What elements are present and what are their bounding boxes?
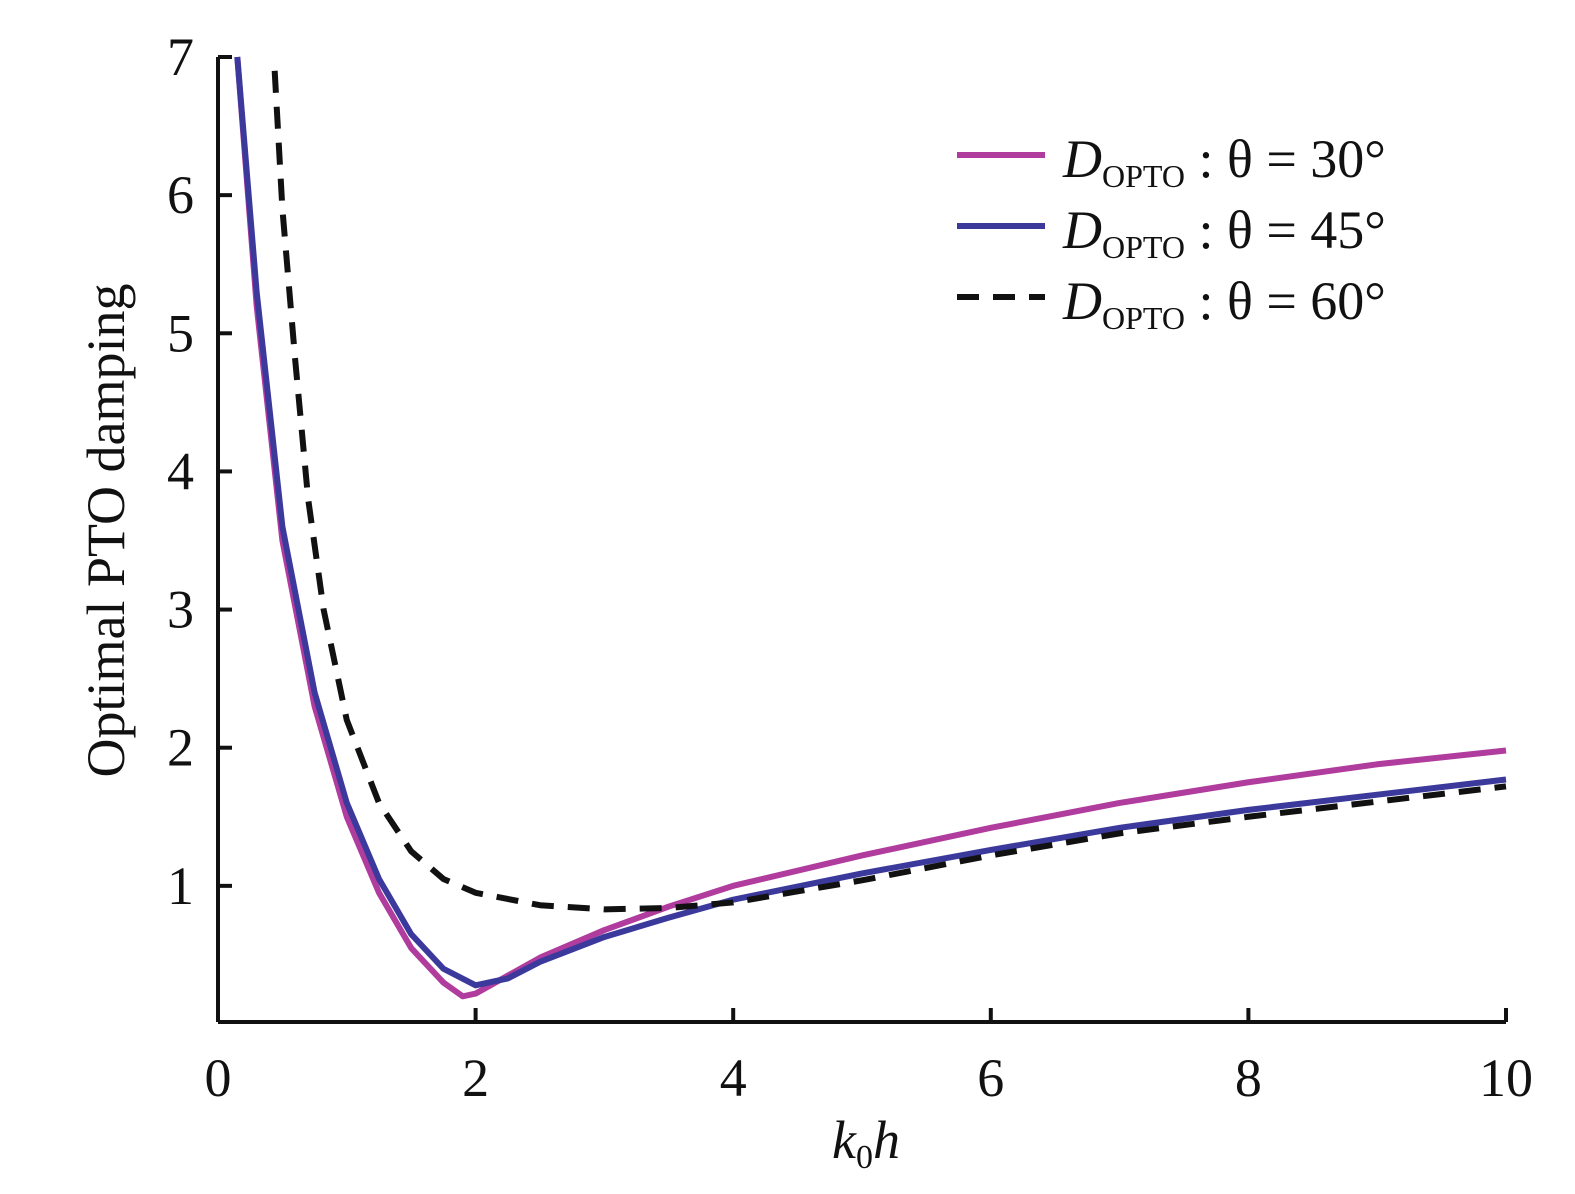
y-tick-label: 3 xyxy=(167,580,194,640)
x-axis-label: k0h xyxy=(832,1110,900,1176)
legend-part: D xyxy=(1062,129,1102,189)
x-tick-label: 10 xyxy=(1479,1048,1533,1108)
x-label-part: 0 xyxy=(856,1139,873,1176)
y-tick-label: 4 xyxy=(167,441,194,501)
x-tick-label: 4 xyxy=(720,1048,747,1108)
x-tick-label: 0 xyxy=(205,1048,232,1108)
x-label-part: h xyxy=(873,1110,900,1170)
y-tick-label: 2 xyxy=(167,718,194,778)
x-tick-label: 2 xyxy=(462,1048,489,1108)
y-tick-label: 1 xyxy=(167,856,194,916)
legend-part: OPTO xyxy=(1102,300,1185,336)
y-tick-label: 5 xyxy=(167,303,194,363)
legend-label: DOPTO : θ = 45° xyxy=(1062,200,1386,265)
x-tick-label: 8 xyxy=(1235,1048,1262,1108)
line xyxy=(234,56,1507,1000)
legend-part: OPTO xyxy=(1102,229,1185,265)
y-tick-label: 7 xyxy=(167,27,194,87)
plot-area xyxy=(234,56,1507,1000)
line xyxy=(234,56,1507,989)
legend-part: D xyxy=(1062,200,1102,260)
x-label-part: k xyxy=(832,1110,857,1170)
line xyxy=(271,70,1507,913)
x-tick-label: 6 xyxy=(977,1048,1004,1108)
legend-part: : θ = 60° xyxy=(1185,271,1386,331)
legend-part: : θ = 45° xyxy=(1185,200,1386,260)
legend-part: D xyxy=(1062,271,1102,331)
legend-part: : θ = 30° xyxy=(1185,129,1386,189)
legend-label: DOPTO : θ = 30° xyxy=(1062,129,1386,194)
y-tick-label: 6 xyxy=(167,165,194,225)
y-axis-label: Optimal PTO damping xyxy=(76,284,136,778)
legend-label: DOPTO : θ = 60° xyxy=(1062,271,1386,336)
legend-part: OPTO xyxy=(1102,158,1185,194)
